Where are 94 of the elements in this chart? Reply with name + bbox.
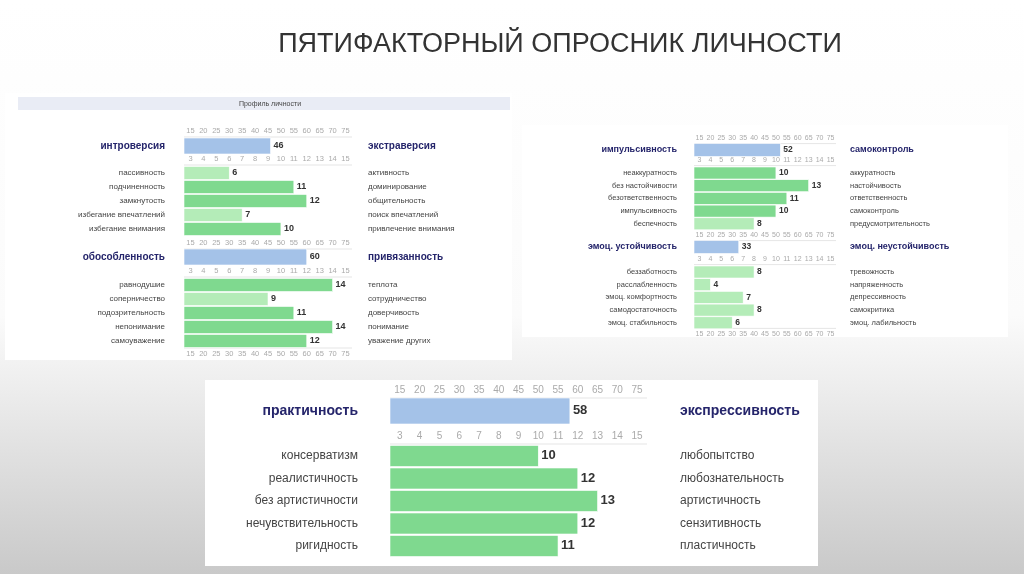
x-tick-label: 45 <box>512 383 525 395</box>
x-tick-label: 3 <box>397 429 404 441</box>
x-tick-label: 5 <box>436 429 443 441</box>
y-tick-label: самоуважение <box>110 336 166 346</box>
y2-tick-label: теплота <box>368 280 398 290</box>
x-tick-label: 25 <box>433 383 446 395</box>
y-tick-label: соперничество <box>109 294 166 304</box>
x-tick-label: 13 <box>592 429 604 441</box>
y2-tick-label: любознательность <box>680 470 784 485</box>
y-tick-label: избегание впечатлений <box>78 210 165 220</box>
y2-tick-label: сензитивность <box>680 515 762 530</box>
x-tick-label: 15 <box>394 383 406 395</box>
y2-tick-label: поиск впечатлений <box>368 210 439 220</box>
x-tick-label: 40 <box>493 383 505 395</box>
data-label: 12 <box>309 195 320 206</box>
x-tick-label: 11 <box>552 429 564 441</box>
y-tick-label: замкнутость <box>119 196 165 206</box>
data-label: 12 <box>580 469 596 485</box>
y-tick-label: интроверсия <box>100 139 166 151</box>
y2-tick-label: самоконтроль <box>850 144 915 155</box>
y-tick-label: обособленность <box>82 250 165 262</box>
x-tick-label: 12 <box>572 429 584 441</box>
y-tick-label: без артистичности <box>254 493 358 508</box>
data-label: 7 <box>746 291 752 302</box>
x-tick-label: 6 <box>456 429 463 441</box>
data-label: 13 <box>600 492 616 508</box>
y2-tick-label: любопытство <box>680 448 755 463</box>
data-label: 10 <box>778 167 789 178</box>
data-label: 58 <box>572 402 588 418</box>
x-tick-label: 50 <box>532 383 545 395</box>
y-tick-label: избегание внимания <box>88 224 165 234</box>
x-tick-label: 35 <box>473 383 485 395</box>
y-tick-label: практичность <box>262 401 359 418</box>
y-tick-label: подозрительность <box>97 308 165 318</box>
x-tick-label: 20 <box>414 383 426 395</box>
y2-tick-label: доминирование <box>368 182 428 192</box>
data-label: 52 <box>783 144 794 155</box>
x-tick-label: 30 <box>453 383 466 395</box>
data-label: 12 <box>309 335 320 346</box>
data-label: 14 <box>335 321 346 332</box>
y-tick-label: импульсивность <box>601 144 678 155</box>
y-tick-label: консерватизм <box>281 448 358 463</box>
x-tick-label: 75 <box>631 383 644 395</box>
y2-tick-label: доверчивость <box>368 308 420 318</box>
y-tick-label: непонимание <box>115 322 166 332</box>
data-label: 7 <box>245 209 251 220</box>
y-tick-label: равнодушие <box>119 280 166 290</box>
y2-tick-label: понимание <box>368 322 410 332</box>
y-tick-label: ригидность <box>295 538 358 553</box>
y2-tick-label: уважение других <box>368 336 431 346</box>
data-label: 12 <box>580 514 596 530</box>
data-label: 8 <box>757 304 763 315</box>
data-label: 11 <box>296 307 307 318</box>
y-tick-label: реалистичность <box>268 470 358 485</box>
data-label: 11 <box>561 537 575 553</box>
y2-tick-label: экспрессивность <box>680 401 801 418</box>
x-tick-label: 10 <box>532 429 545 441</box>
x-tick-label: 15 <box>631 429 644 441</box>
data-label: 10 <box>541 447 556 463</box>
y-tick-label: подчиненность <box>109 182 165 192</box>
data-label: 8 <box>757 218 763 229</box>
x-tick-label: 55 <box>552 383 565 395</box>
y2-tick-label: общительность <box>368 196 426 206</box>
data-label: 10 <box>778 205 789 216</box>
y-tick-label: эмоц. устойчивость <box>587 241 678 252</box>
data-label: 33 <box>741 241 752 252</box>
y-tick-label: пассивность <box>118 168 165 178</box>
text: ПЯТИФАКТОРНЫЙ ОПРОСНИК ЛИЧНОСТИ <box>278 27 842 58</box>
x-tick-label: 60 <box>572 383 584 395</box>
y2-tick-label: пластичность <box>680 538 756 553</box>
x-tick-label: 8 <box>495 429 502 441</box>
y2-tick-label: экстраверсия <box>368 139 436 151</box>
x-tick-label: 7 <box>476 429 483 441</box>
y2-tick-label: сотрудничество <box>368 294 428 304</box>
y2-tick-label: артистичность <box>680 493 761 508</box>
data-label: 11 <box>296 181 307 192</box>
data-label: 4 <box>713 278 719 289</box>
data-label: 14 <box>335 279 346 290</box>
data-label: 11 <box>789 192 800 203</box>
y2-tick-label: привязанность <box>368 250 444 262</box>
x-tick-label: 4 <box>416 429 423 441</box>
x-tick-label: 70 <box>611 383 624 395</box>
y2-tick-label: эмоц. неустойчивость <box>850 241 950 252</box>
data-label: 6 <box>232 167 238 178</box>
data-label: 46 <box>273 140 284 151</box>
y2-tick-label: активность <box>368 168 410 178</box>
data-label: 13 <box>811 179 822 190</box>
y2-tick-label: привлечение внимания <box>368 224 455 234</box>
data-label: 6 <box>735 317 741 328</box>
data-label: 9 <box>271 293 277 304</box>
x-tick-label: 65 <box>592 383 604 395</box>
x-tick-label: 14 <box>611 429 624 441</box>
y-tick-label: нечувствительность <box>246 515 358 530</box>
x-tick-label: 9 <box>515 429 522 441</box>
